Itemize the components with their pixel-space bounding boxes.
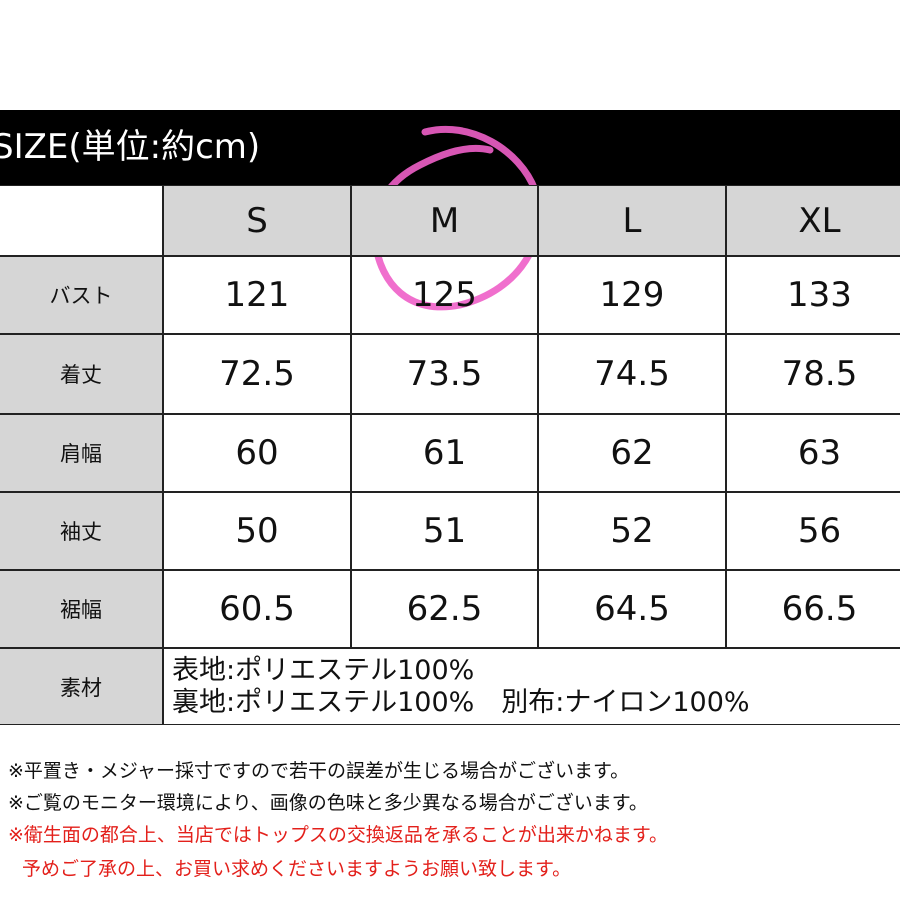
- material-line: 表地:ポリエステル100%: [172, 654, 475, 686]
- value-cell: 64.5: [538, 570, 726, 648]
- row-header: 袖丈: [0, 492, 163, 570]
- value-cell: 129: [538, 256, 726, 334]
- value-cell: 66.5: [726, 570, 900, 648]
- value-cell: 121: [163, 256, 351, 334]
- value-cell: 74.5: [538, 334, 726, 414]
- column-header: L: [538, 185, 726, 256]
- row-header: 裾幅: [0, 570, 163, 648]
- value-cell: 125: [351, 256, 538, 334]
- value-cell: 62: [538, 414, 726, 492]
- title: SIZE(単位:約cm): [0, 127, 261, 167]
- value-cell: 78.5: [726, 334, 900, 414]
- value-cell: 51: [351, 492, 538, 570]
- note: 予めご了承の上、お買い求めくださいますようお願い致します。: [22, 858, 572, 880]
- row-header: 肩幅: [0, 414, 163, 492]
- material-line: 裏地:ポリエステル100% 別布:ナイロン100%: [172, 686, 750, 718]
- value-cell: 52: [538, 492, 726, 570]
- corner-cell: [0, 185, 163, 256]
- value-cell: 61: [351, 414, 538, 492]
- row-header: バスト: [0, 256, 163, 334]
- value-cell: 60: [163, 414, 351, 492]
- value-cell: 72.5: [163, 334, 351, 414]
- value-cell: 62.5: [351, 570, 538, 648]
- row-header: 着丈: [0, 334, 163, 414]
- column-header: M: [351, 185, 538, 256]
- note: ※ご覧のモニター環境により、画像の色味と多少異なる場合がございます。: [8, 792, 648, 814]
- column-header: S: [163, 185, 351, 256]
- value-cell: 56: [726, 492, 900, 570]
- value-cell: 50: [163, 492, 351, 570]
- value-cell: 73.5: [351, 334, 538, 414]
- material-cell: 表地:ポリエステル100% 裏地:ポリエステル100% 別布:ナイロン100%: [163, 648, 900, 725]
- row-header: 素材: [0, 648, 163, 725]
- note: ※衛生面の都合上、当店ではトップスの交換返品を承ることが出来かねます。: [8, 824, 669, 846]
- column-header: XL: [726, 185, 900, 256]
- value-cell: 133: [726, 256, 900, 334]
- note: ※平置き・メジャー採寸ですので若干の誤差が生じる場合がございます。: [8, 760, 630, 782]
- value-cell: 60.5: [163, 570, 351, 648]
- value-cell: 63: [726, 414, 900, 492]
